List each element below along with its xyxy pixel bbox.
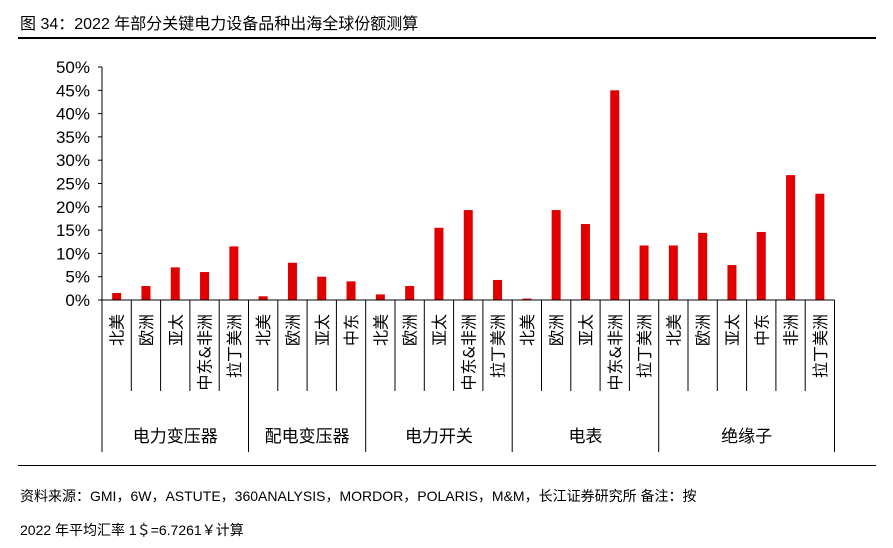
y-tick-label: 25% (56, 175, 90, 194)
bar (698, 232, 708, 300)
category-label: 亚太 (723, 314, 742, 346)
category-label: 拉丁美洲 (489, 314, 508, 378)
bar (170, 267, 180, 300)
category-label: 非洲 (782, 314, 801, 346)
group-label: 绝缘子 (721, 427, 772, 447)
category-label: 亚太 (166, 314, 185, 346)
bars (112, 90, 825, 300)
bar (434, 227, 444, 300)
category-label: 中东&非洲 (196, 314, 215, 390)
bar (405, 286, 415, 300)
category-label: 亚太 (430, 314, 449, 346)
category-label: 欧洲 (694, 314, 713, 346)
y-tick-label: 0% (65, 291, 90, 310)
category-label: 欧洲 (137, 314, 156, 346)
y-tick-label: 30% (56, 151, 90, 170)
category-label: 中东 (342, 314, 361, 346)
y-axis: 0% 5% 10% 15% 20% 25% 30% 35% 40% 45% 50% (56, 58, 103, 310)
bar (551, 210, 561, 300)
bar (493, 279, 503, 300)
bar (317, 276, 327, 300)
y-tick-label: 40% (56, 105, 90, 124)
y-tick-label: 5% (65, 268, 90, 287)
group-label: 电力开关 (405, 427, 473, 447)
category-label: 欧洲 (283, 314, 302, 346)
category-label: 北美 (518, 314, 537, 346)
category-label: 拉丁美洲 (225, 314, 244, 378)
y-tick-label: 35% (56, 128, 90, 147)
bar (756, 231, 766, 300)
y-tick-label: 10% (56, 244, 90, 263)
group-label: 配电变压器 (265, 427, 350, 447)
bar (141, 286, 151, 300)
bar (580, 224, 590, 300)
category-label: 北美 (664, 314, 683, 346)
x-axis: 北美 欧洲 亚太 中东&非洲 拉丁美洲电力变压器北美 欧洲 亚太 中东配电变压器北美 欧洲 亚太中… (101, 299, 835, 452)
category-label: 亚太 (576, 314, 595, 346)
group-label: 电力变压器 (133, 427, 218, 447)
y-tick-label: 20% (56, 198, 90, 217)
category-label: 中东&非洲 (459, 314, 478, 390)
category-label: 北美 (254, 314, 273, 346)
bar (112, 293, 122, 300)
category-label: 中东 (752, 314, 771, 346)
category-label: 拉丁美洲 (635, 314, 654, 378)
source-note: 资料来源：GMI，6W，ASTUTE，360ANALYSIS，MORDOR，PO… (20, 488, 697, 504)
chart-title: 图 34：2022 年部分关键电力设备品种出海全球份额测算 (20, 16, 419, 33)
group-label: 电表 (568, 427, 602, 447)
bar (375, 294, 385, 300)
bar (727, 265, 737, 300)
bar (258, 296, 268, 300)
footer-divider (18, 465, 876, 466)
bar (639, 245, 649, 300)
bar (522, 298, 532, 300)
category-label: 亚太 (313, 314, 332, 346)
bar (287, 262, 297, 300)
bar-chart: 0%5%10%15%20%25%30%35%40%45%50% 北美 欧洲 亚太 中东… (56, 58, 835, 452)
category-label: 欧洲 (547, 314, 566, 346)
category-label: 北美 (108, 314, 127, 346)
title-divider (18, 37, 876, 39)
bar (346, 281, 356, 300)
bar (463, 210, 473, 300)
category-label: 北美 (371, 314, 390, 346)
bar (815, 193, 825, 300)
bar (200, 272, 210, 300)
y-tick-label: 15% (56, 221, 90, 240)
y-tick-label: 45% (56, 81, 90, 100)
category-label: 欧洲 (401, 314, 420, 346)
bar (786, 175, 796, 300)
bar (229, 246, 239, 300)
category-label: 拉丁美洲 (811, 314, 830, 378)
exchange-rate-note: 2022 年平均汇率 1＄=6.7261￥计算 (20, 522, 244, 538)
y-tick-label: 50% (56, 58, 90, 77)
bar (668, 245, 678, 300)
category-label: 中东&非洲 (606, 314, 625, 390)
bar (610, 90, 620, 300)
